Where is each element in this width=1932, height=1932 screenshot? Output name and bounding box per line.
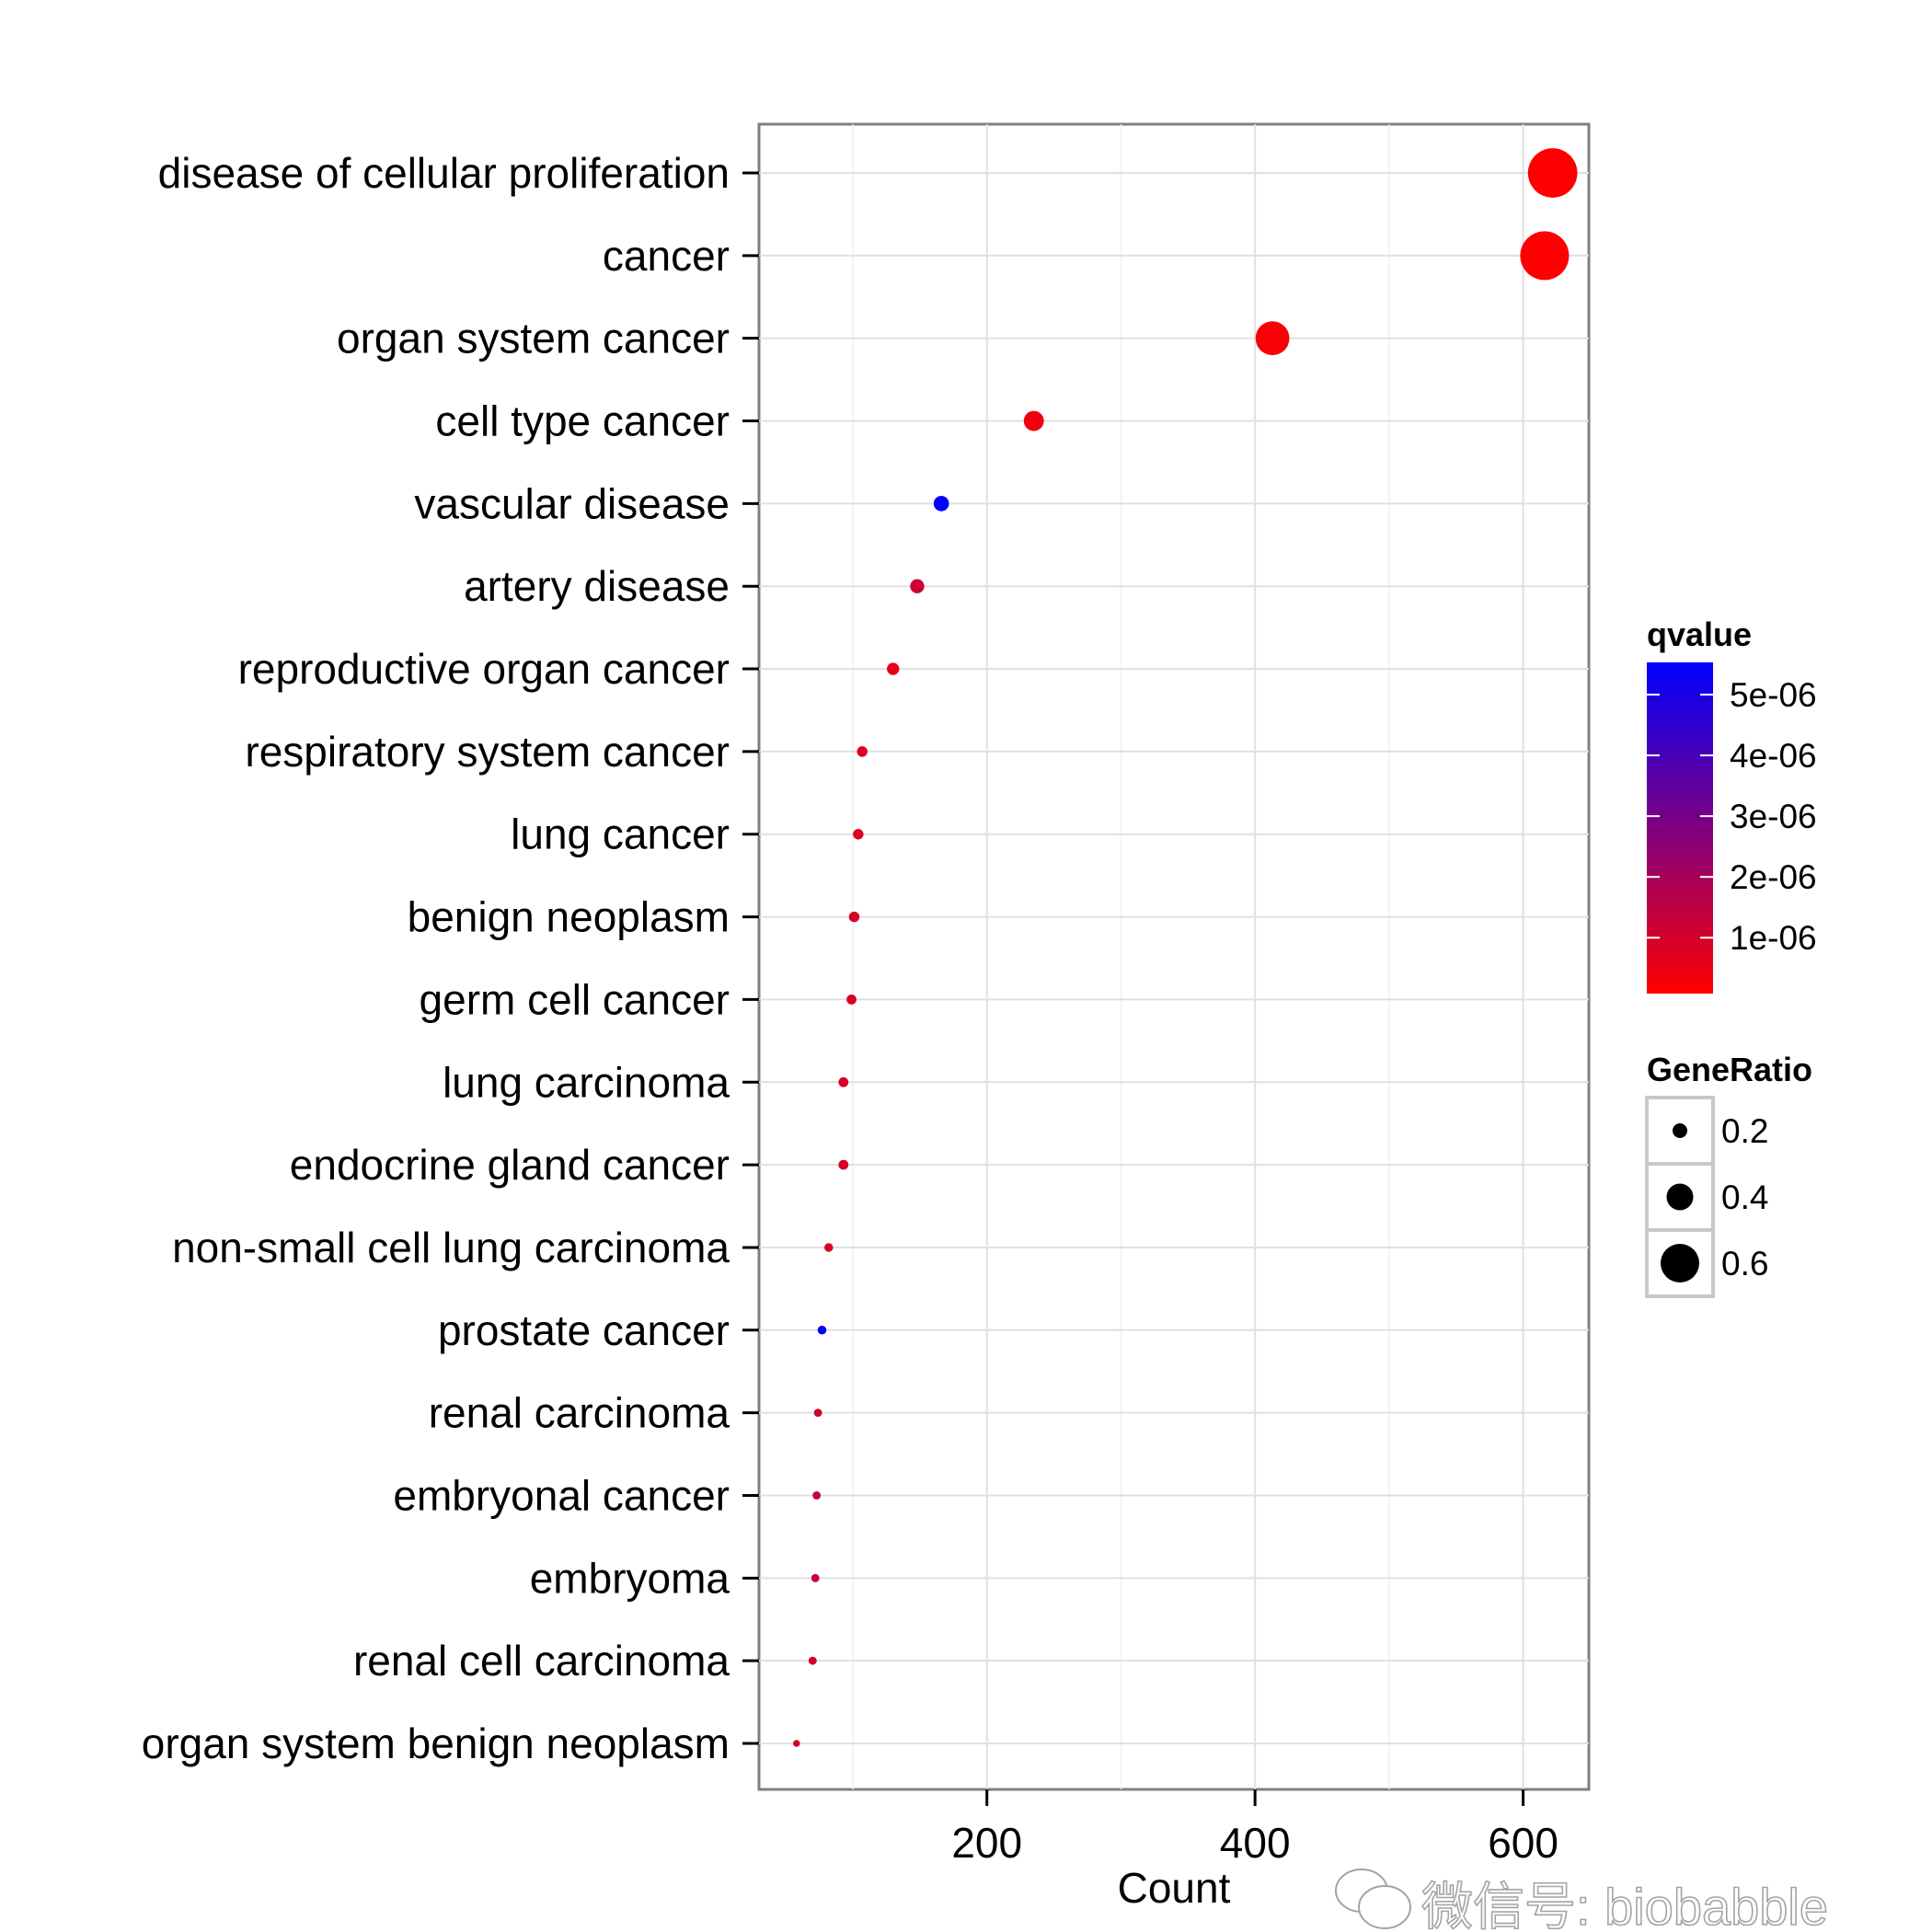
- data-point: [824, 1243, 834, 1252]
- data-point: [1023, 410, 1044, 431]
- data-point: [838, 1076, 849, 1087]
- y-tick-label: artery disease: [464, 562, 730, 610]
- data-point: [813, 1409, 822, 1418]
- y-tick-label: benign neoplasm: [408, 893, 730, 941]
- size-key-label: 0.6: [1721, 1245, 1768, 1282]
- y-tick-label: endocrine gland cancer: [290, 1141, 730, 1189]
- size-key-label: 0.2: [1721, 1112, 1768, 1150]
- qvalue-colorbar: [1647, 662, 1713, 994]
- data-point: [793, 1740, 800, 1747]
- data-point: [1255, 321, 1290, 356]
- y-tick-label: cancer: [603, 232, 730, 280]
- data-point: [812, 1491, 822, 1500]
- data-point: [853, 829, 864, 840]
- colorbar-tick-label: 1e-06: [1730, 919, 1817, 957]
- grid-lines: [759, 124, 1589, 1789]
- y-tick-label: organ system benign neoplasm: [142, 1719, 730, 1767]
- size-key-box: [1645, 1096, 1715, 1166]
- data-point: [846, 995, 857, 1005]
- y-tick-label: disease of cellular proliferation: [158, 149, 730, 197]
- data-point: [817, 1326, 827, 1335]
- y-tick-label: vascular disease: [414, 479, 730, 527]
- y-tick-label: embryonal cancer: [393, 1471, 730, 1519]
- y-tick-label: non-small cell lung carcinoma: [172, 1224, 730, 1271]
- data-points: [793, 148, 1578, 1747]
- y-tick-label: lung cancer: [511, 811, 730, 858]
- data-point: [848, 911, 860, 923]
- colorbar-tick-label: 4e-06: [1730, 737, 1817, 775]
- x-tick-label: 200: [951, 1819, 1022, 1867]
- y-tick-label: renal carcinoma: [429, 1389, 730, 1437]
- legend-generatio-title: GeneRatio: [1647, 1051, 1812, 1088]
- data-point: [808, 1656, 817, 1665]
- y-axis-labels: disease of cellular proliferation cancer o…: [142, 149, 759, 1767]
- x-tick-label: 600: [1488, 1819, 1558, 1867]
- size-key-label: 0.4: [1721, 1179, 1768, 1216]
- data-point: [910, 579, 925, 593]
- legend: qvalue 5e-06 4e-06 3e-06 2e-06 1e-06 GeneRat…: [1645, 615, 1817, 1298]
- size-key-dot: [1673, 1123, 1687, 1138]
- colorbar-tick-label: 2e-06: [1730, 858, 1817, 896]
- data-point: [1520, 231, 1570, 281]
- legend-qvalue-title: qvalue: [1647, 615, 1752, 653]
- colorbar-tick-label: 5e-06: [1730, 676, 1817, 714]
- y-tick-label: lung carcinoma: [443, 1058, 730, 1106]
- size-key-box: [1645, 1228, 1715, 1298]
- x-tick-label: 400: [1220, 1819, 1291, 1867]
- wechat-icon: [1335, 1869, 1411, 1929]
- watermark-text: 微信号: biobabble: [1421, 1878, 1828, 1932]
- plot-panel: [757, 122, 1591, 1791]
- watermark: 微信号: biobabble: [1335, 1869, 1829, 1932]
- size-key-dot: [1666, 1183, 1694, 1211]
- y-tick-label: germ cell cancer: [420, 975, 730, 1023]
- data-point: [933, 496, 949, 512]
- data-point: [838, 1159, 849, 1170]
- data-point: [887, 662, 900, 675]
- y-tick-label: reproductive organ cancer: [238, 645, 730, 693]
- y-tick-label: prostate cancer: [438, 1306, 730, 1354]
- y-tick-label: renal cell carcinoma: [353, 1637, 730, 1685]
- size-key-dot: [1661, 1244, 1699, 1282]
- data-point: [811, 1573, 820, 1582]
- data-point: [1527, 148, 1578, 198]
- y-tick-label: embryoma: [530, 1554, 730, 1602]
- x-axis: 200 400 600: [951, 1789, 1558, 1867]
- y-tick-label: respiratory system cancer: [245, 728, 730, 776]
- x-axis-title: Count: [1118, 1864, 1231, 1912]
- y-tick-label: organ system cancer: [337, 315, 730, 362]
- data-point: [857, 746, 868, 757]
- colorbar-tick-label: 3e-06: [1730, 798, 1817, 835]
- y-tick-label: cell type cancer: [435, 397, 730, 445]
